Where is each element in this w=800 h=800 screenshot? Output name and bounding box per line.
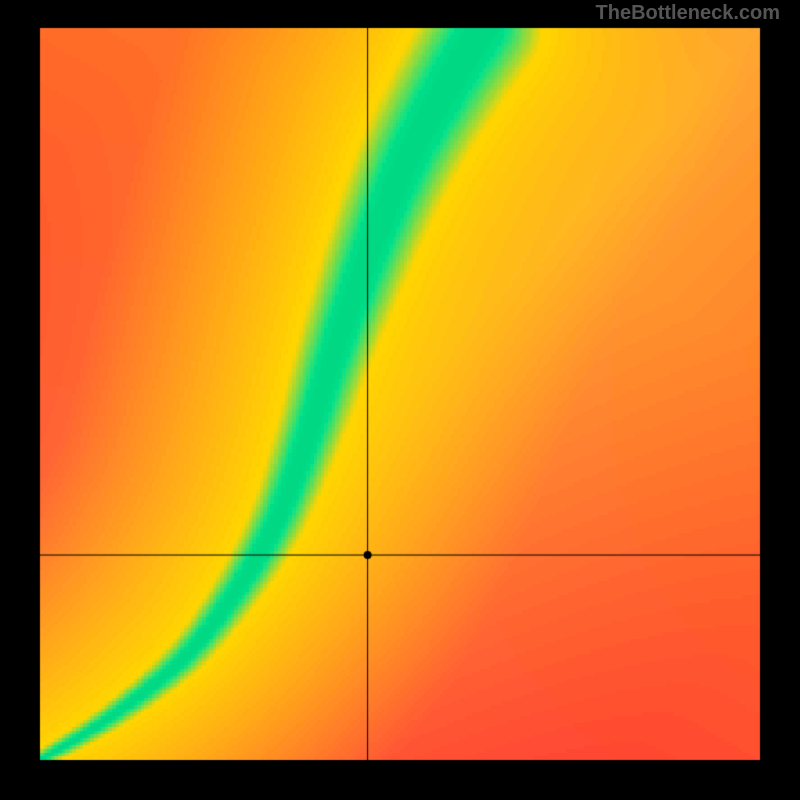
heatmap-canvas [0,0,800,800]
watermark-text: TheBottleneck.com [596,2,780,25]
